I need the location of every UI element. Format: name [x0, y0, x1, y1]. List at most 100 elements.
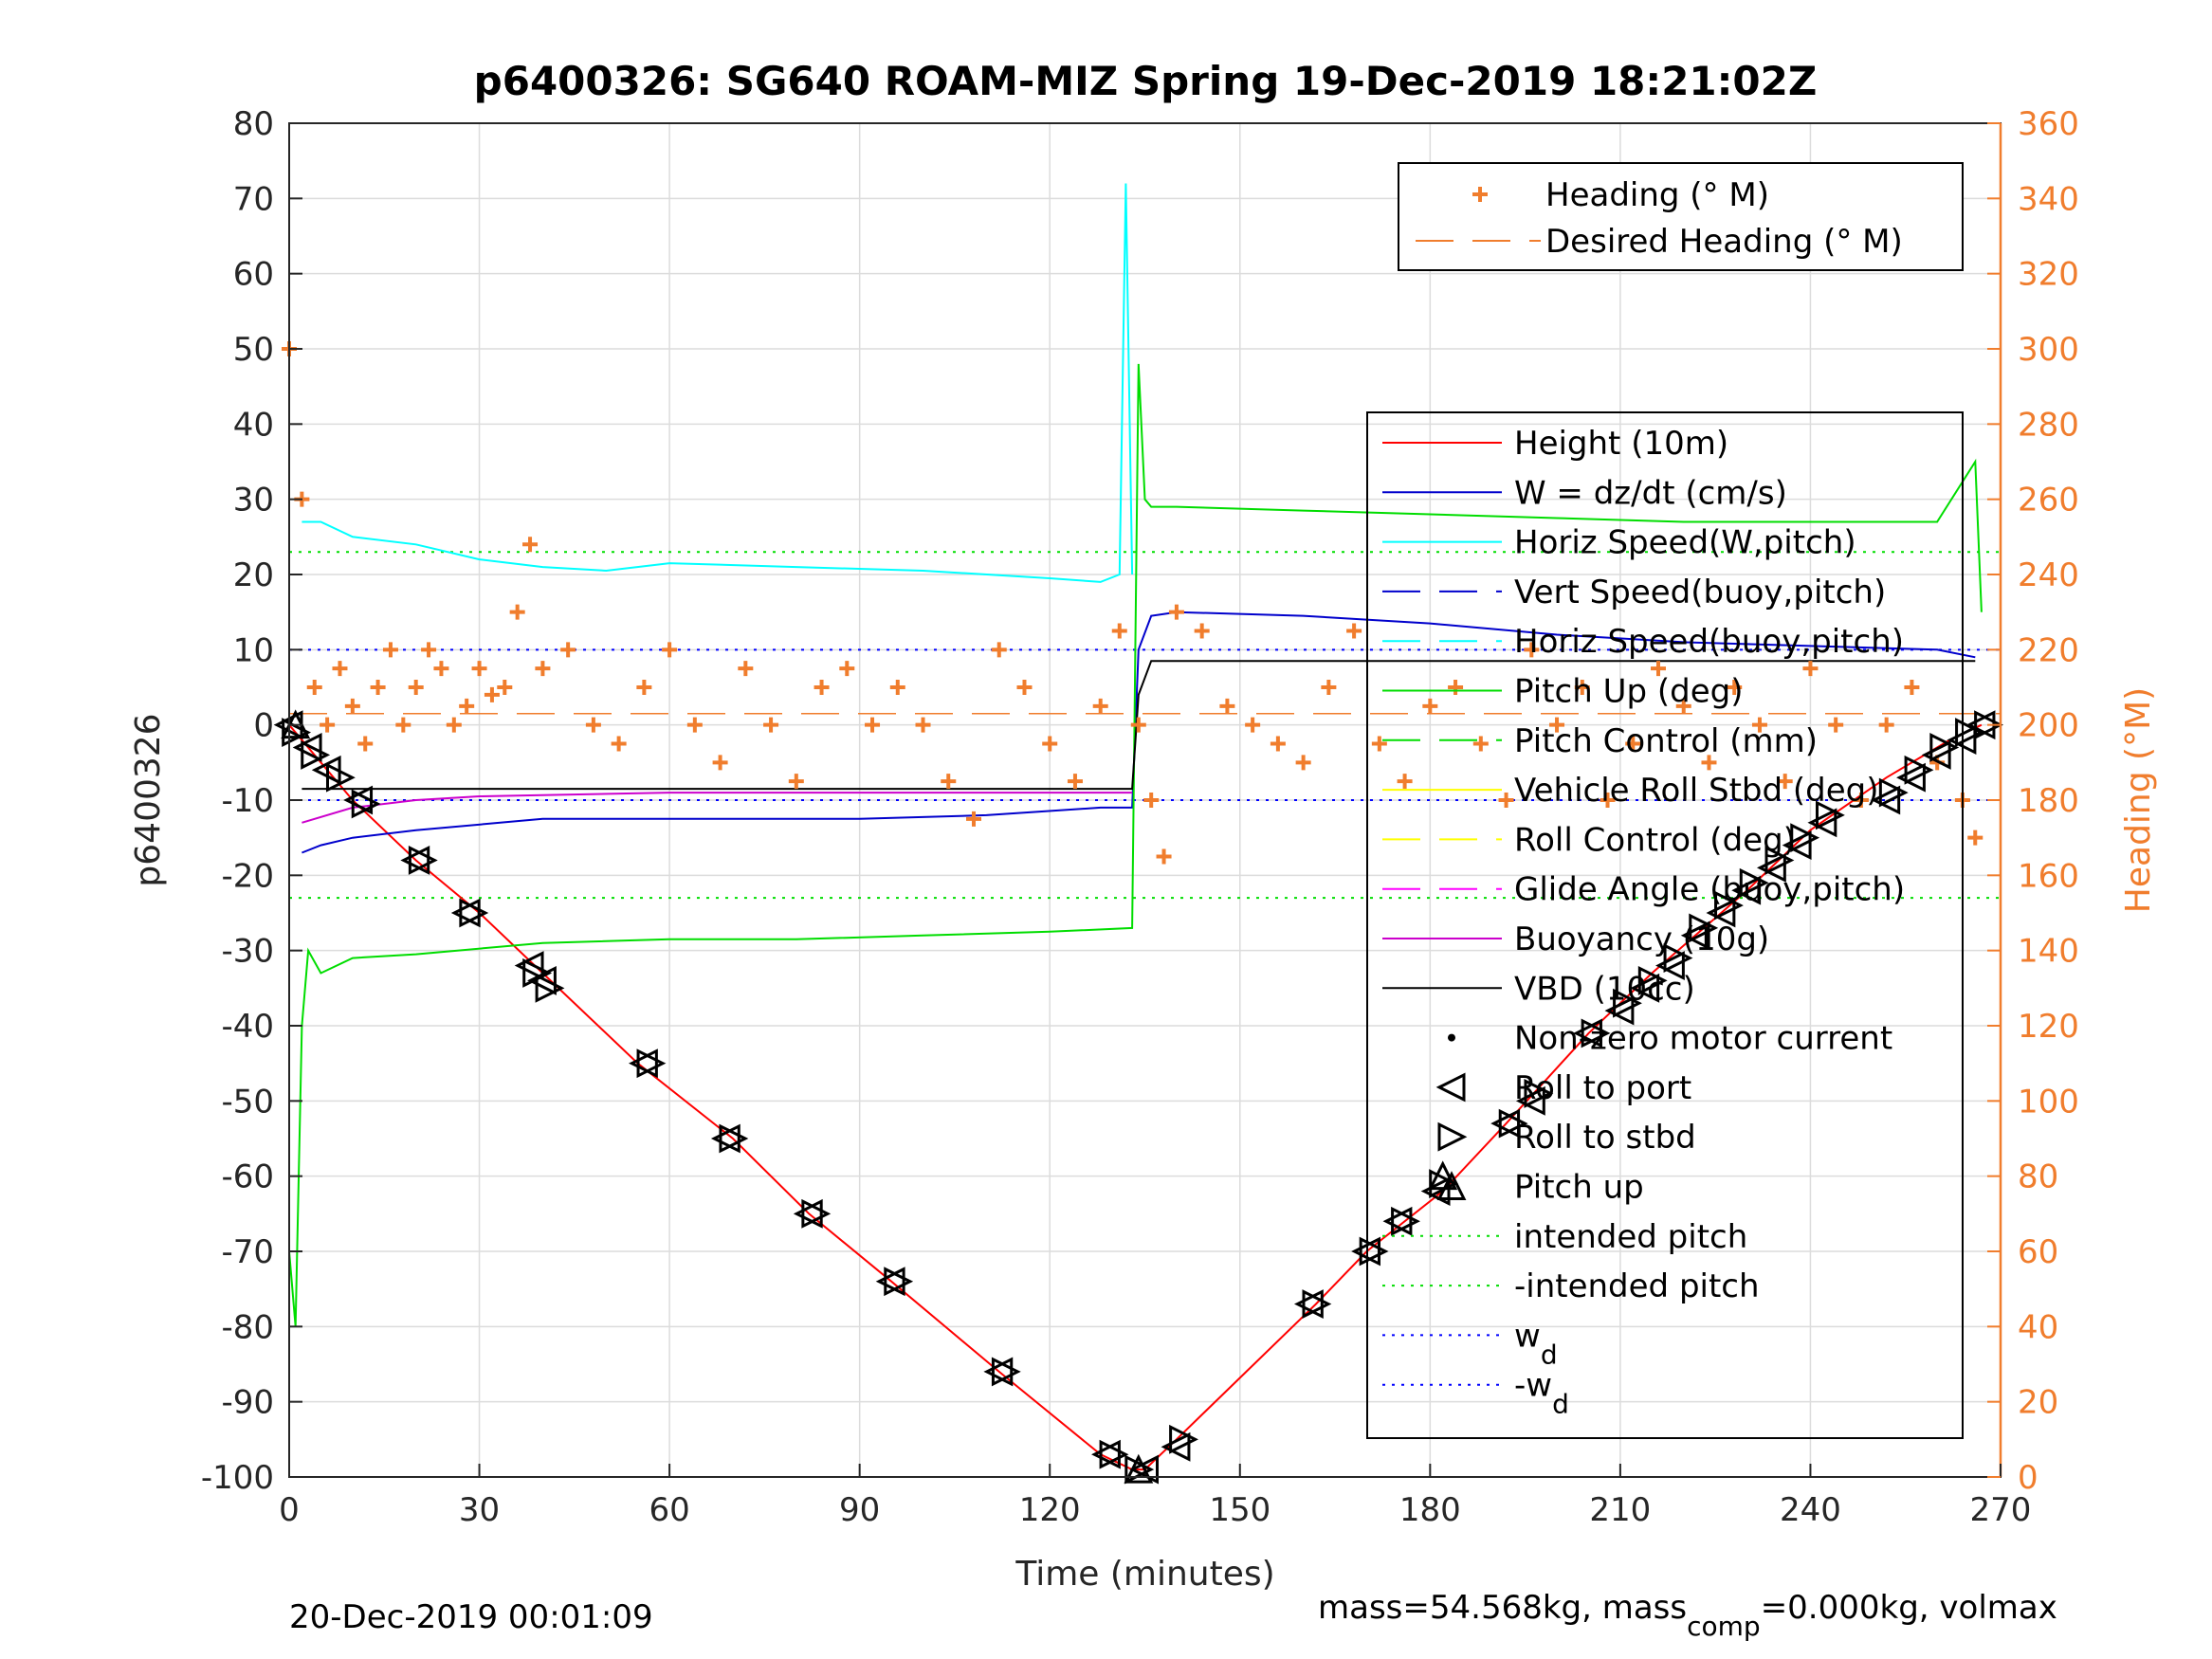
heading-point	[1067, 774, 1083, 790]
roll-to-port-marker	[292, 733, 322, 762]
roll-to-port-marker	[1420, 1176, 1451, 1206]
roll-to-stbd-marker	[1359, 1236, 1389, 1267]
x-tick-label: 90	[839, 1491, 880, 1529]
legend-swatch	[1436, 1171, 1467, 1200]
heading-point	[738, 661, 754, 677]
x-tick-label: 0	[279, 1491, 300, 1529]
y-tick-label: -70	[221, 1233, 274, 1271]
legend-label: Horiz Speed(buoy,pitch)	[1514, 623, 1904, 661]
x-tick-label: 240	[1780, 1491, 1841, 1529]
heading-point	[421, 642, 437, 658]
y2-tick-label: 180	[2018, 782, 2079, 820]
y2-tick-label: 20	[2018, 1384, 2058, 1422]
heading-point	[395, 717, 411, 733]
roll-to-port-marker	[514, 951, 544, 980]
legend-label: Horiz Speed(W,pitch)	[1514, 524, 1856, 562]
heading-point	[535, 661, 551, 677]
roll-to-stbd-marker	[1302, 1289, 1332, 1319]
legend-label: Non-zero motor current	[1514, 1020, 1892, 1058]
heading-point	[1853, 793, 1869, 808]
legend-label: intended pitch	[1514, 1218, 1747, 1256]
heading-point	[763, 717, 779, 733]
series-line	[302, 611, 1976, 854]
y-tick-label: 0	[253, 707, 274, 745]
heading-point	[991, 642, 1007, 658]
roll-to-stbd-marker	[1099, 1439, 1129, 1469]
heading-point	[1675, 698, 1691, 714]
x-tick-label: 150	[1209, 1491, 1271, 1529]
roll-to-stbd-marker	[1498, 1108, 1528, 1139]
desired-heading-legend-label: Desired Heading (° M)	[1545, 223, 1903, 261]
roll-to-port-marker	[1293, 1289, 1324, 1319]
roll-to-port-marker	[1573, 1018, 1602, 1048]
heading-point	[1130, 717, 1146, 733]
heading-point	[370, 680, 386, 695]
y2-tick-label: 160	[2018, 857, 2079, 895]
heading-point	[560, 642, 576, 658]
roll-to-port-marker	[875, 1267, 905, 1297]
heading-point	[941, 774, 957, 790]
roll-to-port-marker	[1807, 808, 1837, 838]
heading-point	[1397, 774, 1413, 790]
series-line	[302, 183, 1134, 583]
heading-point	[889, 680, 905, 695]
y-tick-label: -40	[221, 1008, 274, 1046]
y-tick-label: 40	[233, 406, 274, 444]
legend-label: VBD (10cc)	[1514, 970, 1695, 1008]
roll-to-port-marker	[1896, 762, 1926, 793]
heading-point	[1472, 736, 1489, 752]
heading-point	[509, 604, 525, 620]
legend-label: Vehicle Roll Stbd (deg)	[1514, 772, 1879, 810]
roll-to-stbd-marker	[991, 1357, 1021, 1387]
heading-point	[1156, 848, 1172, 865]
legend-label: Vert Speed(buoy,pitch)	[1514, 574, 1886, 611]
heading-point	[966, 811, 981, 827]
roll-to-port-marker	[1706, 898, 1736, 928]
heading-point	[1346, 623, 1362, 639]
heading-point	[1219, 698, 1235, 714]
heading-point	[1042, 736, 1058, 752]
y-tick-label: 80	[233, 105, 274, 143]
legend-label: Pitch up	[1514, 1169, 1644, 1207]
x-tick-label: 180	[1399, 1491, 1461, 1529]
legend-label: Roll to stbd	[1514, 1119, 1696, 1157]
roll-to-stbd-marker	[1169, 1424, 1198, 1454]
heading-point	[1016, 680, 1033, 695]
pitch-up-marker	[1428, 1160, 1458, 1191]
roll-to-stbd-marker	[636, 1048, 667, 1079]
roll-to-stbd-marker	[1878, 777, 1909, 808]
y-tick-label: -50	[221, 1083, 274, 1121]
roll-to-port-marker	[1515, 1085, 1545, 1116]
roll-to-port-marker	[1129, 1454, 1159, 1485]
heading-legend-marker	[1472, 187, 1488, 202]
heading-point	[1092, 698, 1108, 714]
roll-to-stbd-marker	[1714, 890, 1744, 921]
heading-point	[332, 661, 348, 677]
x-tick-label: 210	[1589, 1491, 1651, 1529]
heading-point	[1194, 623, 1210, 639]
heading-point	[915, 717, 931, 733]
y2-tick-label: 360	[2018, 105, 2079, 143]
series-line	[302, 792, 1133, 824]
roll-to-stbd-marker	[1124, 1454, 1155, 1485]
roll-to-port-marker	[1091, 1439, 1121, 1469]
pitch-up-marker	[1124, 1453, 1154, 1484]
y-tick-label: 70	[233, 180, 274, 218]
y2-tick-label: 260	[2018, 482, 2079, 520]
roll-to-stbd-marker	[1904, 755, 1934, 785]
heading-point	[446, 717, 462, 733]
legend-label: Pitch Up (deg)	[1514, 673, 1743, 711]
heading-point	[1777, 774, 1793, 790]
heading-point	[1422, 698, 1438, 714]
roll-to-stbd-marker	[1790, 823, 1820, 853]
legend-label: Glide Angle (buoy,pitch)	[1514, 871, 1905, 909]
heading-point	[1498, 793, 1514, 808]
y-tick-label: -60	[221, 1158, 274, 1196]
y-tick-label: 30	[233, 482, 274, 520]
roll-to-port-marker	[1490, 1108, 1521, 1139]
roll-to-stbd-marker	[1955, 718, 1984, 748]
y-tick-label: -80	[221, 1308, 274, 1346]
y-tick-label: -20	[221, 857, 274, 895]
heading-point	[1371, 736, 1387, 752]
